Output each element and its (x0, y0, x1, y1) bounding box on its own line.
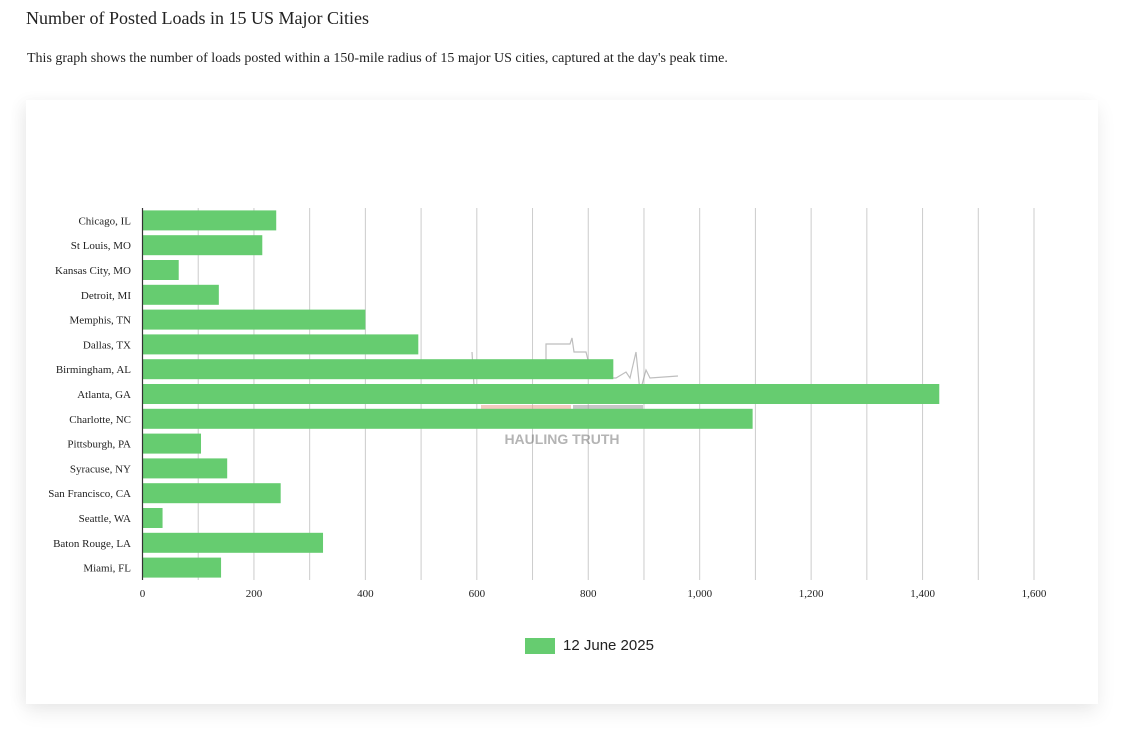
category-label: St Louis, MO (71, 240, 131, 252)
bar[interactable] (142, 384, 940, 404)
bar[interactable] (142, 557, 222, 578)
x-tick-label: 1,400 (910, 588, 935, 600)
category-label: Charlotte, NC (69, 414, 131, 426)
x-tick-label: 0 (140, 588, 146, 600)
x-tick-label: 1,200 (799, 588, 824, 600)
category-labels: Chicago, IL St Louis, MO Kansas City, MO De… (48, 215, 131, 574)
bar[interactable] (142, 508, 163, 528)
category-label: Chicago, IL (78, 215, 131, 227)
x-tick-label: 400 (357, 588, 374, 600)
x-tick-label: 200 (246, 588, 263, 600)
bar[interactable] (142, 359, 614, 380)
category-label: Syracuse, NY (70, 463, 131, 475)
watermark-stripe-red (481, 405, 571, 409)
category-label: Memphis, TN (69, 315, 131, 327)
bar[interactable] (142, 458, 228, 479)
legend[interactable]: 12 June 2025 (525, 637, 654, 654)
category-label: Birmingham, AL (56, 364, 131, 376)
x-tick-labels: 0 200 400 600 800 1,000 1,200 1,400 1,600 (140, 588, 1047, 600)
x-tick-label: 600 (469, 588, 486, 600)
category-label: Kansas City, MO (55, 265, 131, 277)
bar[interactable] (142, 483, 281, 504)
category-label: Seattle, WA (79, 513, 131, 525)
category-label: Pittsburgh, PA (67, 439, 131, 451)
x-tick-label: 800 (580, 588, 597, 600)
bar[interactable] (142, 284, 219, 305)
bar[interactable] (142, 309, 366, 330)
bar[interactable] (142, 260, 179, 280)
page-title: Number of Posted Loads in 15 US Major Ci… (26, 8, 369, 28)
bar[interactable] (142, 408, 753, 429)
x-tick-label: 1,000 (687, 588, 712, 600)
bars (142, 210, 940, 578)
x-tick-label: 1,600 (1022, 588, 1047, 600)
bar[interactable] (142, 433, 202, 454)
category-label: Detroit, MI (81, 290, 131, 302)
bar[interactable] (142, 235, 263, 256)
category-label: Atlanta, GA (77, 389, 131, 401)
bar[interactable] (142, 334, 419, 355)
category-label: Miami, FL (83, 563, 131, 575)
watermark-stripe-gray (573, 405, 643, 409)
category-label: San Francisco, CA (48, 488, 131, 500)
legend-swatch (525, 637, 555, 654)
legend-label: 12 June 2025 (563, 637, 654, 654)
page-subtitle: This graph shows the number of loads pos… (27, 51, 728, 66)
category-label: Dallas, TX (83, 339, 131, 351)
bar[interactable] (142, 532, 324, 553)
bar[interactable] (142, 210, 277, 231)
category-label: Baton Rouge, LA (53, 538, 131, 550)
watermark-text: HAULING TRUTH (504, 431, 619, 447)
